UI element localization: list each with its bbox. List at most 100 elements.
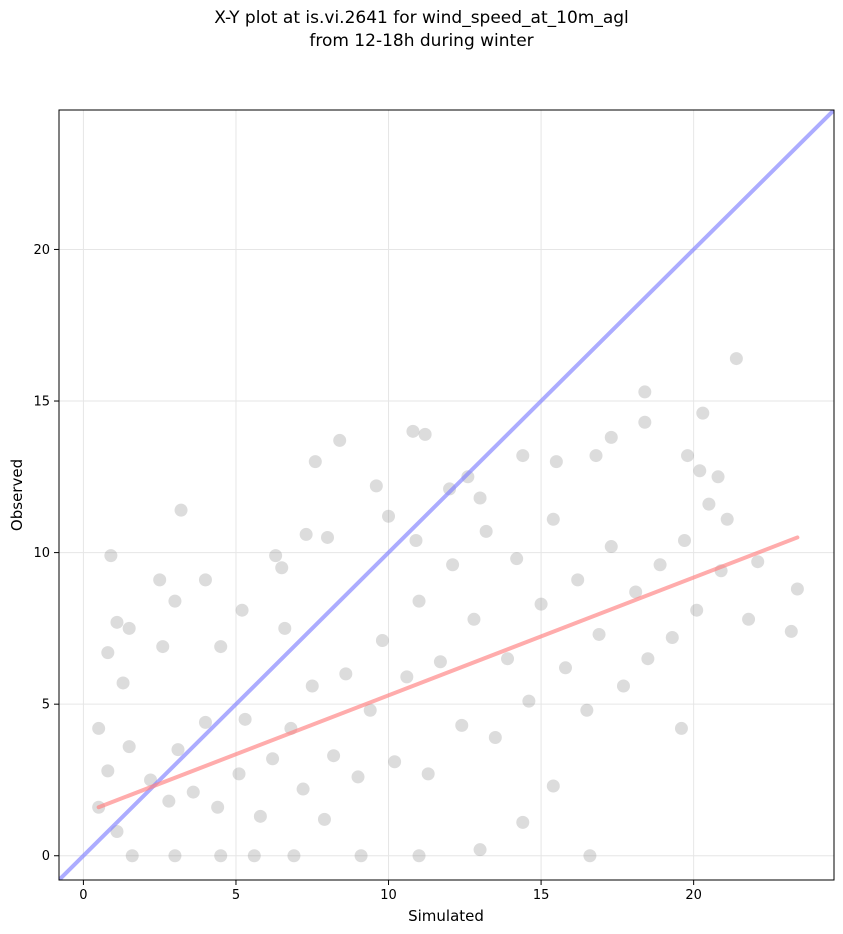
data-point: [742, 612, 756, 626]
data-point: [558, 661, 572, 675]
data-point: [354, 849, 368, 863]
chart-title-line-2: from 12-18h during winter: [309, 31, 534, 51]
data-point: [92, 721, 106, 735]
data-point: [522, 694, 536, 708]
data-point: [211, 800, 225, 814]
data-point: [488, 731, 502, 745]
fit-line: [96, 535, 800, 810]
data-point: [232, 767, 246, 781]
data-point: [693, 464, 707, 478]
data-point: [351, 770, 365, 784]
data-point: [412, 594, 426, 608]
data-point: [790, 582, 804, 596]
data-point: [418, 427, 432, 441]
grid: [59, 110, 834, 880]
data-point: [327, 749, 341, 763]
identity-line: [59, 110, 834, 880]
data-point: [665, 630, 679, 644]
data-point: [674, 721, 688, 735]
x-tick-label: 20: [685, 888, 702, 903]
data-point: [641, 652, 655, 666]
data-point: [638, 385, 652, 399]
data-point: [296, 782, 310, 796]
data-point: [275, 561, 289, 575]
data-point: [235, 603, 249, 617]
reference-lines: [59, 110, 834, 880]
data-point: [720, 512, 734, 526]
data-point: [461, 470, 475, 484]
data-point: [583, 849, 597, 863]
data-point: [156, 640, 170, 654]
x-tick-label: 5: [232, 888, 240, 903]
data-point: [153, 573, 167, 587]
data-point: [784, 624, 798, 638]
data-point: [110, 615, 124, 629]
data-point: [122, 621, 136, 635]
data-point: [253, 809, 267, 823]
data-point: [421, 767, 435, 781]
data-point: [317, 812, 331, 826]
data-point: [238, 712, 252, 726]
data-point: [690, 603, 704, 617]
data-point: [534, 597, 548, 611]
data-point: [321, 530, 335, 544]
data-point: [412, 849, 426, 863]
data-point: [473, 843, 487, 857]
data-point: [174, 503, 188, 517]
y-tick-label: 0: [42, 849, 50, 864]
data-point: [247, 849, 261, 863]
data-point: [433, 655, 447, 669]
data-point: [751, 555, 765, 569]
data-point: [363, 703, 377, 717]
data-point: [116, 676, 130, 690]
data-point: [546, 512, 560, 526]
data-point: [287, 849, 301, 863]
data-point: [101, 764, 115, 778]
data-point: [592, 627, 606, 641]
data-point: [382, 509, 396, 523]
data-point: [510, 552, 524, 566]
data-point: [571, 573, 585, 587]
data-point: [616, 679, 630, 693]
y-tick-label: 10: [33, 546, 50, 561]
x-tick-label: 0: [79, 888, 87, 903]
data-point: [278, 621, 292, 635]
data-point: [339, 667, 353, 681]
data-point: [299, 527, 313, 541]
data-point: [546, 779, 560, 793]
axis-ticks: 0 5 10 15 20 0 5 10 15 20: [33, 243, 701, 903]
data-point: [375, 634, 389, 648]
data-point: [702, 497, 716, 511]
data-point: [604, 540, 618, 554]
data-point: [549, 455, 563, 469]
x-tick-label: 10: [380, 888, 397, 903]
data-point: [516, 449, 530, 463]
data-point: [400, 670, 414, 684]
plot-frame: [58, 109, 835, 881]
data-point: [729, 352, 743, 366]
data-point: [406, 424, 420, 438]
data-point: [696, 406, 710, 420]
data-point: [308, 455, 322, 469]
data-point: [168, 594, 182, 608]
data-point: [214, 849, 228, 863]
data-point: [629, 585, 643, 599]
data-point: [171, 743, 185, 757]
data-point: [479, 524, 493, 538]
data-point: [516, 815, 530, 829]
data-point: [266, 752, 280, 766]
data-point: [467, 612, 481, 626]
data-point: [677, 533, 691, 547]
chart-title-line-1: X-Y plot at is.vi.2641 for wind_speed_at…: [214, 8, 629, 28]
data-point: [125, 849, 139, 863]
y-tick-label: 15: [33, 395, 50, 410]
data-point: [305, 679, 319, 693]
y-tick-label: 20: [33, 243, 50, 258]
data-point: [589, 449, 603, 463]
data-point: [198, 573, 212, 587]
data-point: [104, 549, 118, 563]
data-point: [168, 849, 182, 863]
x-axis-label: Simulated: [408, 907, 484, 925]
data-point: [409, 533, 423, 547]
